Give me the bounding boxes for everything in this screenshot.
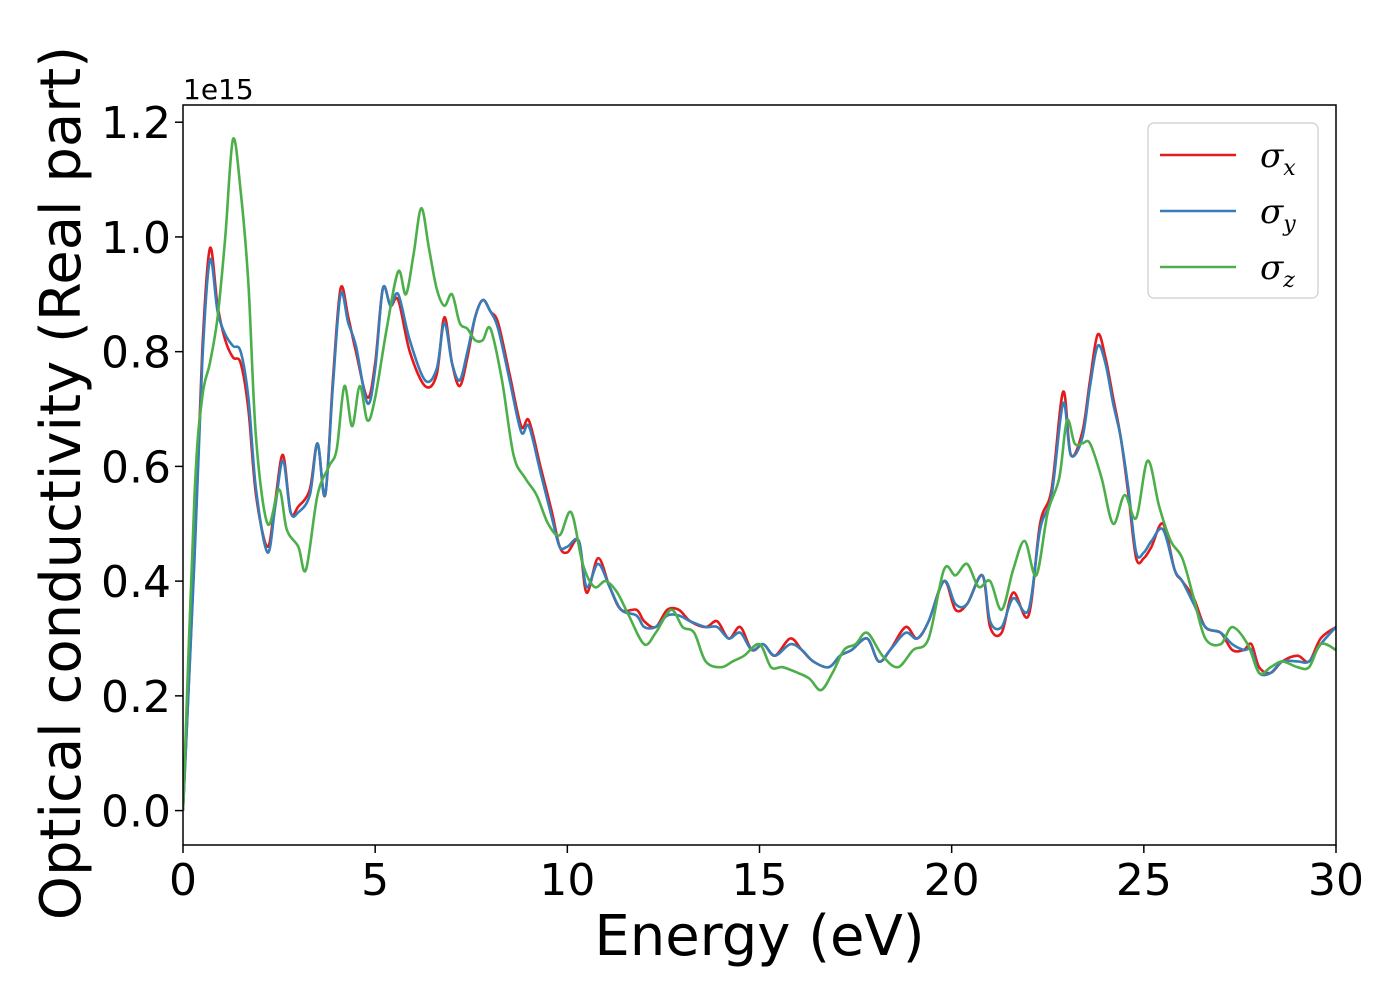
- x-tick-label: 30: [1308, 855, 1364, 906]
- x-axis-label: Energy (eV): [594, 904, 924, 969]
- y-tick-label: 1.2: [101, 98, 171, 149]
- x-tick-label: 10: [539, 855, 595, 906]
- y-tick-label: 1.0: [101, 213, 171, 264]
- y-axis-ticks: 0.0 0.2 0.4 0.6 0.8 1.0 1.2: [101, 98, 183, 838]
- legend-label-x: σx: [1260, 136, 1296, 181]
- y-tick-label: 0.8: [101, 328, 171, 379]
- legend-label-y: σy: [1260, 192, 1296, 237]
- y-tick-label: 0.4: [101, 557, 171, 608]
- series-line-y: [183, 257, 1336, 811]
- y-tick-label: 0.6: [101, 442, 171, 493]
- x-tick-label: 20: [924, 855, 980, 906]
- series-layer: [183, 137, 1336, 811]
- x-tick-label: 0: [169, 855, 197, 906]
- series-line-z: [183, 137, 1336, 811]
- legend: σx σy σz: [1147, 122, 1319, 299]
- x-axis-ticks: 0 5 10 15 20 25 30: [169, 845, 1364, 906]
- x-tick-label: 5: [361, 855, 389, 906]
- y-tick-label: 0.2: [101, 672, 171, 723]
- x-tick-label: 25: [1116, 855, 1172, 906]
- y-tick-label: 0.0: [101, 787, 171, 838]
- y-axis-offset-label: 1e15: [183, 73, 254, 106]
- x-tick-label: 15: [732, 855, 788, 906]
- y-axis-label: Optical conductivity (Real part): [29, 46, 94, 920]
- legend-label-z: σz: [1260, 248, 1295, 293]
